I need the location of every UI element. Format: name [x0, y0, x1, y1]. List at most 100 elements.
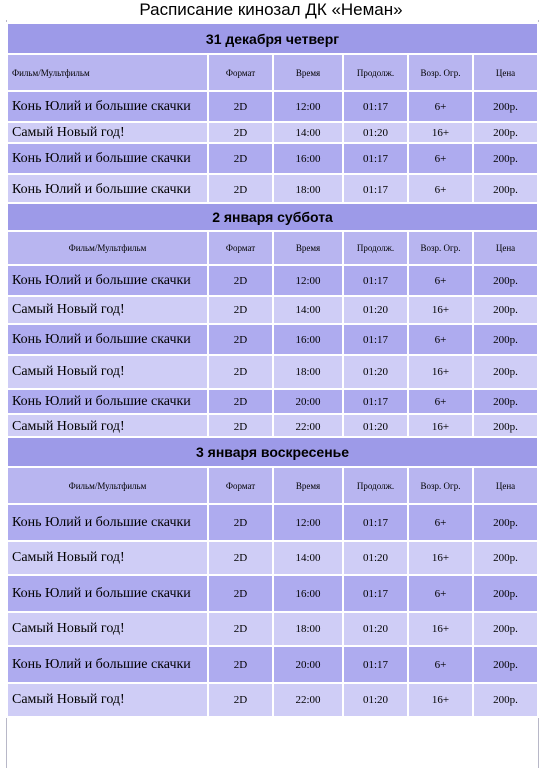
cell-duration: 01:17: [342, 90, 409, 123]
cell-time: 12:00: [272, 264, 344, 297]
table-row: Самый Новый год! 2D 14:00 01:20 16+ 200р.: [6, 295, 540, 325]
cell-format: 2D: [207, 682, 274, 718]
cell-price: 200р.: [471, 388, 540, 415]
cell-format: 2D: [207, 90, 274, 123]
cell-duration: 01:20: [342, 540, 409, 576]
page-title: Расписание кинозал ДК «Неман»: [139, 0, 403, 19]
table-row: Конь Юлий и большие скачки 2D 20:00 01:17 6+…: [6, 388, 540, 415]
cell-price: 200р.: [471, 503, 540, 542]
cell-film: Самый Новый год!: [6, 540, 209, 576]
header-film: Фильм/Мультфильм: [6, 230, 209, 266]
cell-age: 6+: [407, 264, 474, 297]
header-time: Время: [272, 466, 344, 505]
cell-format: 2D: [207, 540, 274, 576]
cell-film: Самый Новый год!: [6, 682, 209, 718]
cell-time: 20:00: [272, 645, 344, 684]
cell-price: 200р.: [471, 611, 540, 647]
table-row: Конь Юлий и большие скачки 2D 16:00 01:17 6+…: [6, 142, 539, 175]
header-format: Формат: [207, 230, 274, 266]
cell-film: Самый Новый год!: [6, 354, 209, 390]
header-time: Время: [272, 230, 344, 266]
cell-time: 14:00: [272, 121, 344, 144]
cell-age: 6+: [407, 503, 474, 542]
header-film: Фильм/Мультфильм: [6, 53, 209, 92]
column-header-row: Фильм/Мультфильм Формат Время Продолж. Возр.…: [6, 230, 540, 266]
cell-time: 18:00: [272, 354, 344, 390]
column-header-row: Фильм/Мультфильм Формат Время Продолж. Возр.…: [6, 53, 539, 92]
table-row: Самый Новый год! 2D 22:00 01:20 16+ 200р.: [6, 682, 540, 718]
table-row: Самый Новый год! 2D 14:00 01:20 16+ 200р.: [6, 121, 539, 144]
cell-format: 2D: [207, 388, 274, 415]
cell-age: 16+: [407, 611, 474, 647]
cell-duration: 01:17: [342, 645, 409, 684]
header-duration: Продолж.: [342, 466, 409, 505]
cell-age: 6+: [407, 142, 474, 175]
cell-film: Самый Новый год!: [6, 611, 209, 647]
cell-film: Конь Юлий и большие скачки: [6, 264, 209, 297]
cell-duration: 01:20: [342, 611, 409, 647]
table-row: Самый Новый год! 2D 14:00 01:20 16+ 200р.: [6, 540, 540, 576]
cell-time: 18:00: [272, 611, 344, 647]
cell-duration: 01:20: [342, 295, 409, 325]
cell-film: Конь Юлий и большие скачки: [6, 142, 209, 175]
table-row: Конь Юлий и большие скачки 2D 12:00 01:17 6+…: [6, 90, 539, 123]
cell-format: 2D: [207, 173, 274, 206]
cell-duration: 01:17: [342, 142, 409, 175]
table-row: Самый Новый год! 2D 18:00 01:20 16+ 200р.: [6, 354, 540, 390]
cell-age: 16+: [407, 295, 474, 325]
cell-time: 16:00: [272, 323, 344, 356]
table-row: Конь Юлий и большие скачки 2D 16:00 01:17 6+…: [6, 323, 540, 356]
header-price: Цена: [471, 230, 540, 266]
cell-time: 14:00: [272, 295, 344, 325]
header-duration: Продолж.: [342, 53, 409, 92]
day-table: 2 января суббота Фильм/Мультфильм Формат Вр…: [5, 202, 540, 440]
cell-price: 200р.: [471, 574, 540, 613]
cell-price: 200р.: [472, 121, 539, 144]
cell-price: 200р.: [471, 645, 540, 684]
day-title: 3 января воскресенье: [5, 436, 540, 468]
cell-age: 6+: [407, 90, 474, 123]
cell-price: 200р.: [471, 323, 540, 356]
cell-film: Конь Юлий и большие скачки: [6, 173, 209, 206]
cell-price: 200р.: [472, 173, 539, 206]
cell-time: 18:00: [272, 173, 344, 206]
cell-age: 16+: [407, 121, 474, 144]
header-age: Возр. Огр.: [407, 53, 474, 92]
cell-format: 2D: [207, 264, 274, 297]
cell-duration: 01:17: [342, 264, 409, 297]
cell-film: Конь Юлий и большие скачки: [6, 388, 209, 415]
cell-film: Конь Юлий и большие скачки: [6, 90, 209, 123]
table-row: Конь Юлий и большие скачки 2D 16:00 01:17 6+…: [6, 574, 540, 613]
cell-duration: 01:20: [342, 682, 409, 718]
cell-film: Конь Юлий и большие скачки: [6, 574, 209, 613]
cell-age: 6+: [407, 645, 474, 684]
cell-duration: 01:17: [342, 323, 409, 356]
header-format: Формат: [207, 53, 274, 92]
cell-format: 2D: [207, 574, 274, 613]
cell-price: 200р.: [471, 295, 540, 325]
cell-age: 16+: [407, 682, 474, 718]
header-age: Возр. Огр.: [407, 466, 474, 505]
day-table: 3 января воскресенье Фильм/Мультфильм Форм…: [5, 436, 540, 718]
header-price: Цена: [472, 53, 539, 92]
cell-film: Конь Юлий и большие скачки: [6, 503, 209, 542]
cell-age: 6+: [407, 388, 474, 415]
day-header-row: 3 января воскресенье: [5, 436, 540, 468]
cell-format: 2D: [207, 121, 274, 144]
column-header-row: Фильм/Мультфильм Формат Время Продолж. Возр.…: [6, 466, 540, 505]
day-title: 2 января суббота: [5, 202, 540, 232]
cell-format: 2D: [207, 611, 274, 647]
day-title: 31 декабря четверг: [6, 22, 539, 55]
cell-time: 22:00: [272, 682, 344, 718]
cell-film: Самый Новый год!: [6, 121, 209, 144]
day-table: 31 декабря четверг Фильм/Мультфильм Формат…: [6, 22, 539, 206]
cell-price: 200р.: [472, 90, 539, 123]
cell-price: 200р.: [471, 540, 540, 576]
header-format: Формат: [207, 466, 274, 505]
cell-duration: 01:20: [342, 121, 409, 144]
cell-duration: 01:17: [342, 574, 409, 613]
cell-price: 200р.: [471, 354, 540, 390]
cell-format: 2D: [207, 323, 274, 356]
table-row: Конь Юлий и большие скачки 2D 18:00 01:17 6+…: [6, 173, 539, 206]
cell-age: 16+: [407, 354, 474, 390]
